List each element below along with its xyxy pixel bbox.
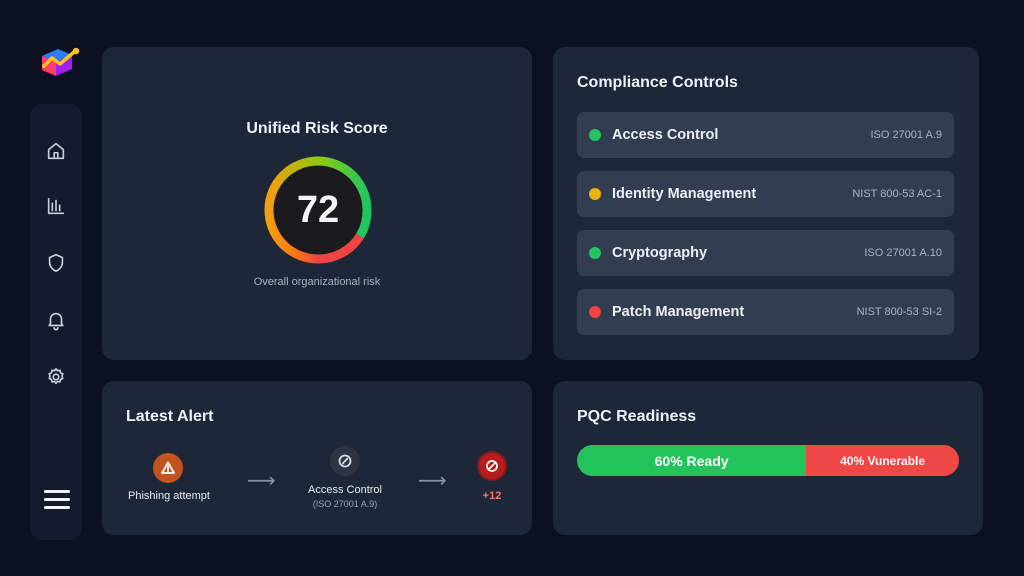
risk-score-title: Unified Risk Score <box>246 120 388 137</box>
alert-step-reference: (ISO 27001 A.9) <box>312 499 378 509</box>
status-dot-amber <box>589 188 601 200</box>
control-reference: ISO 27001 A.10 <box>864 247 942 259</box>
pqc-readiness-card: PQC Readiness 60% Ready 40% Vunerable <box>553 381 983 535</box>
risk-score-card: Unified Risk Score 72 Overall organizati… <box>102 47 532 360</box>
arrow-right-icon: ⟶ <box>418 470 447 492</box>
alert-step-phishing: Phishing attempt <box>128 490 210 502</box>
risk-score-subtitle: Overall organizational risk <box>253 276 381 288</box>
hamburger-menu-icon[interactable] <box>44 490 70 514</box>
compliance-title: Compliance Controls <box>577 74 738 91</box>
compass-icon[interactable] <box>330 446 360 476</box>
compliance-controls-card: Compliance Controls Access Control ISO 2… <box>553 47 979 360</box>
latest-alert-title: Latest Alert <box>126 408 214 425</box>
control-name: Patch Management <box>612 304 745 320</box>
bar-chart-icon[interactable] <box>44 194 68 218</box>
home-icon[interactable] <box>44 139 68 163</box>
control-name: Cryptography <box>612 245 708 261</box>
control-name: Access Control <box>612 127 719 143</box>
shield-icon[interactable] <box>44 251 68 275</box>
control-name: Identity Management <box>612 186 757 202</box>
control-row-cryptography[interactable]: Cryptography ISO 27001 A.10 <box>577 230 954 276</box>
status-dot-green <box>589 129 601 141</box>
bell-icon[interactable] <box>44 308 68 332</box>
warning-icon[interactable] <box>153 453 183 483</box>
sidebar <box>30 104 82 540</box>
latest-alert-card: Latest Alert Phishing attempt ⟶ Access C… <box>102 381 532 535</box>
status-dot-green <box>589 247 601 259</box>
control-row-access-control[interactable]: Access Control ISO 27001 A.9 <box>577 112 954 158</box>
control-reference: ISO 27001 A.9 <box>870 129 942 141</box>
arrow-right-icon: ⟶ <box>247 470 276 492</box>
control-reference: NIST 800-53 SI-2 <box>856 306 942 318</box>
risk-gauge <box>264 156 372 264</box>
pqc-ready-segment: 60% Ready <box>577 445 807 476</box>
blocked-icon[interactable] <box>477 451 507 481</box>
pqc-readiness-bar: 60% Ready 40% Vunerable <box>577 445 959 476</box>
pqc-readiness-title: PQC Readiness <box>577 408 697 425</box>
control-reference: NIST 800-53 AC-1 <box>852 188 942 200</box>
app-logo <box>42 47 80 76</box>
risk-score-value: 72 <box>296 188 340 231</box>
alert-step-access-control: Access Control <box>308 484 382 496</box>
alert-count: +12 <box>482 490 502 502</box>
control-row-identity-management[interactable]: Identity Management NIST 800-53 AC-1 <box>577 171 954 217</box>
gear-icon[interactable] <box>44 365 68 389</box>
control-row-patch-management[interactable]: Patch Management NIST 800-53 SI-2 <box>577 289 954 335</box>
status-dot-red <box>589 306 601 318</box>
pqc-vulnerable-segment: 40% Vunerable <box>806 445 959 476</box>
